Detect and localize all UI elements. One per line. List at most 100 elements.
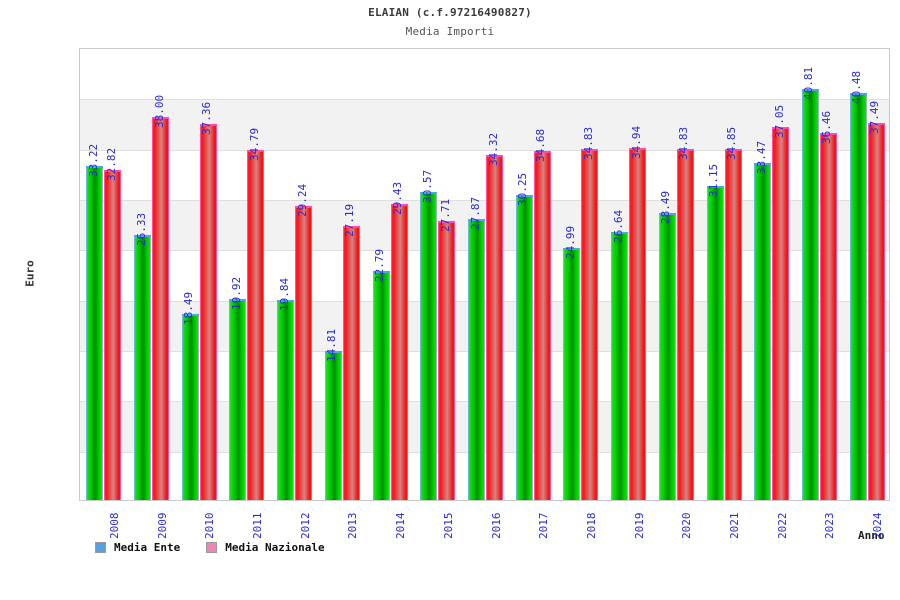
bar-value-label: 27.71 bbox=[438, 198, 452, 233]
bar-media-ente[interactable] bbox=[277, 300, 295, 500]
bar-cap bbox=[324, 350, 342, 353]
legend-item-media-nazionale[interactable]: Media Nazionale bbox=[206, 541, 325, 554]
bar-media-ente[interactable] bbox=[849, 92, 867, 500]
bar-value-label: 34.83 bbox=[677, 127, 691, 161]
bar-cap bbox=[724, 149, 742, 152]
x-tick-label: 2019 bbox=[632, 512, 646, 540]
bar-media-ente[interactable] bbox=[468, 219, 485, 500]
bar-value-label: 40.81 bbox=[802, 67, 816, 101]
bar-media-nazionale[interactable] bbox=[867, 122, 885, 500]
bar-media-ente[interactable] bbox=[324, 350, 342, 500]
x-tick-label: 2009 bbox=[155, 512, 169, 540]
x-tick-label: 2023 bbox=[823, 512, 837, 540]
bar-cap bbox=[86, 165, 104, 168]
bar-value-label: 31.15 bbox=[707, 164, 721, 198]
bar-value-label: 27.87 bbox=[468, 197, 482, 231]
bar-value-label: 27.19 bbox=[343, 204, 357, 238]
bar-value-label: 22.79 bbox=[373, 248, 387, 282]
bar-cap bbox=[658, 213, 676, 216]
bar-cap bbox=[247, 149, 265, 152]
bar-cap bbox=[801, 89, 819, 92]
bar-media-nazionale[interactable] bbox=[581, 149, 599, 500]
x-tick-label: 2022 bbox=[775, 512, 789, 540]
bar-media-ente[interactable] bbox=[134, 234, 152, 500]
x-tick-label: 2008 bbox=[107, 512, 121, 540]
bar-media-nazionale[interactable] bbox=[247, 149, 265, 500]
bar-value-label: 19.84 bbox=[277, 278, 291, 312]
bar-cap bbox=[581, 149, 599, 152]
plot-area: 33.22 32.82 26.33 38.00 18.49 37.36 19.92 34.79… bbox=[79, 48, 890, 501]
bar-value-label: 19.92 bbox=[229, 277, 243, 311]
bar-media-ente[interactable] bbox=[706, 186, 724, 500]
gridline bbox=[80, 99, 889, 101]
x-tick-label: 2018 bbox=[584, 512, 598, 540]
bar-media-ente[interactable] bbox=[86, 165, 104, 500]
bar-cap bbox=[438, 221, 456, 224]
x-tick-label: 2015 bbox=[441, 512, 455, 540]
bar-value-label: 32.82 bbox=[104, 147, 118, 181]
bar-media-nazionale[interactable] bbox=[772, 127, 790, 500]
bar-media-nazionale[interactable] bbox=[676, 149, 694, 500]
x-tick-label: 2024 bbox=[871, 512, 885, 540]
bar-value-label: 37.05 bbox=[772, 104, 786, 139]
bar-media-ente[interactable] bbox=[611, 231, 629, 500]
x-tick-label: 2012 bbox=[298, 512, 312, 540]
bar-cap bbox=[676, 149, 694, 152]
bar-cap bbox=[390, 203, 408, 206]
bar-media-nazionale[interactable] bbox=[724, 149, 742, 500]
legend-item-media-ente[interactable]: Media Ente bbox=[95, 541, 180, 554]
bar-media-nazionale[interactable] bbox=[486, 154, 503, 500]
bar-media-ente[interactable] bbox=[229, 299, 247, 500]
bar-media-ente[interactable] bbox=[420, 192, 438, 500]
bar-value-label: 29.24 bbox=[295, 183, 309, 217]
bar-cap bbox=[420, 192, 438, 195]
chart-subtitle: Media Importi bbox=[405, 25, 495, 38]
bar-media-nazionale[interactable] bbox=[199, 123, 217, 500]
bar-value-label: 26.33 bbox=[134, 212, 148, 246]
x-axis-title: Anno bbox=[858, 529, 885, 542]
x-tick-label: 2017 bbox=[537, 512, 551, 540]
bar-media-nazionale[interactable] bbox=[533, 150, 551, 500]
bar-value-label: 38.00 bbox=[152, 95, 166, 129]
bar-media-nazionale[interactable] bbox=[342, 226, 360, 500]
bar-media-ente[interactable] bbox=[515, 195, 533, 500]
bar-media-nazionale[interactable] bbox=[819, 132, 837, 500]
bar-media-ente[interactable] bbox=[801, 89, 819, 500]
bar-value-label: 34.79 bbox=[247, 127, 261, 161]
x-tick-label: 2021 bbox=[728, 512, 742, 540]
bar-media-ente[interactable] bbox=[563, 248, 581, 500]
bar-media-nazionale[interactable] bbox=[152, 117, 170, 500]
legend-label: Media Nazionale bbox=[225, 541, 325, 554]
bar-value-label: 40.48 bbox=[850, 70, 864, 104]
bar-media-nazionale[interactable] bbox=[390, 203, 408, 500]
bar-media-nazionale[interactable] bbox=[438, 221, 456, 500]
bar-cap bbox=[611, 231, 629, 234]
bar-cap bbox=[152, 117, 170, 120]
bar-value-label: 37.36 bbox=[200, 101, 214, 135]
gridline bbox=[80, 200, 889, 201]
bar-cap bbox=[277, 300, 295, 303]
bar-media-ente[interactable] bbox=[658, 213, 676, 500]
bar-value-label: 34.94 bbox=[629, 126, 643, 160]
bar-cap bbox=[342, 226, 360, 229]
bar-cap bbox=[563, 248, 581, 251]
bar-cap bbox=[372, 270, 390, 273]
bar-value-label: 26.64 bbox=[611, 209, 625, 243]
bar-media-nazionale[interactable] bbox=[629, 148, 647, 500]
bar-cap bbox=[515, 195, 533, 198]
bar-value-label: 30.25 bbox=[516, 173, 530, 207]
bar-media-ente[interactable] bbox=[754, 163, 772, 500]
bar-value-label: 33.47 bbox=[754, 140, 768, 175]
bar-cap bbox=[468, 219, 485, 222]
bar-cap bbox=[104, 169, 122, 172]
bar-media-ente[interactable] bbox=[372, 270, 390, 500]
legend-swatch bbox=[95, 542, 106, 553]
bar-media-nazionale[interactable] bbox=[295, 205, 313, 500]
bar-media-nazionale[interactable] bbox=[104, 169, 122, 500]
x-tick-label: 2010 bbox=[203, 512, 217, 540]
bar-value-label: 14.81 bbox=[325, 328, 339, 362]
bar-cap bbox=[229, 299, 247, 302]
bar-value-label: 36.46 bbox=[820, 110, 834, 144]
bar-media-ente[interactable] bbox=[181, 313, 199, 500]
